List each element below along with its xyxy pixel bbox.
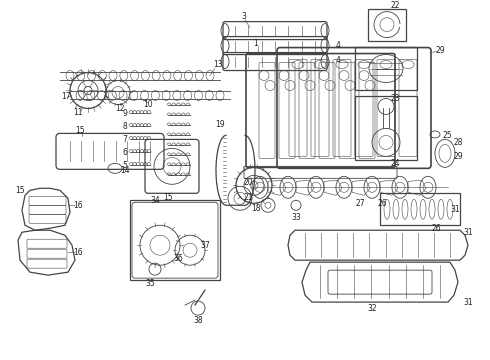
Text: 15: 15	[163, 193, 173, 202]
Text: 33: 33	[291, 213, 301, 222]
Text: 19: 19	[215, 120, 225, 129]
Text: 35: 35	[145, 279, 155, 288]
Text: 36: 36	[173, 254, 183, 263]
Text: 26: 26	[377, 199, 387, 208]
Text: 31: 31	[450, 205, 460, 214]
Text: 32: 32	[367, 303, 377, 312]
Bar	[355, 46, 417, 90]
Text: 5: 5	[122, 161, 127, 170]
Bar	[368, 9, 406, 41]
Text: 4: 4	[336, 41, 341, 50]
Text: 38: 38	[193, 316, 203, 325]
Text: 13: 13	[213, 60, 223, 69]
Text: 11: 11	[73, 108, 83, 117]
Text: 31: 31	[463, 298, 473, 307]
Text: 21: 21	[243, 193, 253, 202]
Bar	[355, 96, 417, 160]
Text: 23: 23	[390, 94, 400, 103]
Text: 31: 31	[463, 228, 473, 237]
Text: 22: 22	[390, 1, 400, 10]
Text: 3: 3	[242, 12, 246, 21]
Text: 15: 15	[75, 126, 85, 135]
Text: 9: 9	[122, 109, 127, 118]
Text: 29: 29	[435, 46, 445, 55]
Text: 34: 34	[150, 196, 160, 205]
Text: 6: 6	[122, 148, 127, 157]
Text: 10: 10	[143, 100, 153, 109]
Text: 25: 25	[442, 131, 452, 140]
Text: 12: 12	[115, 104, 125, 113]
Text: 7: 7	[122, 135, 127, 144]
Bar	[130, 200, 220, 280]
Bar	[380, 193, 460, 225]
Text: 15: 15	[15, 186, 25, 195]
Text: 27: 27	[355, 199, 365, 208]
Text: 16: 16	[73, 248, 83, 257]
Text: 28: 28	[453, 138, 463, 147]
Text: 18: 18	[251, 204, 261, 213]
Text: 16: 16	[73, 201, 83, 210]
Text: 4: 4	[336, 56, 341, 65]
Text: 1: 1	[254, 39, 258, 48]
Text: 14: 14	[120, 166, 130, 175]
Text: 26: 26	[431, 224, 441, 233]
Text: 17: 17	[61, 92, 71, 101]
Text: 29: 29	[453, 152, 463, 161]
Text: 37: 37	[200, 241, 210, 250]
Text: 20: 20	[243, 178, 253, 187]
Text: 8: 8	[122, 122, 127, 131]
Text: 24: 24	[390, 159, 400, 168]
